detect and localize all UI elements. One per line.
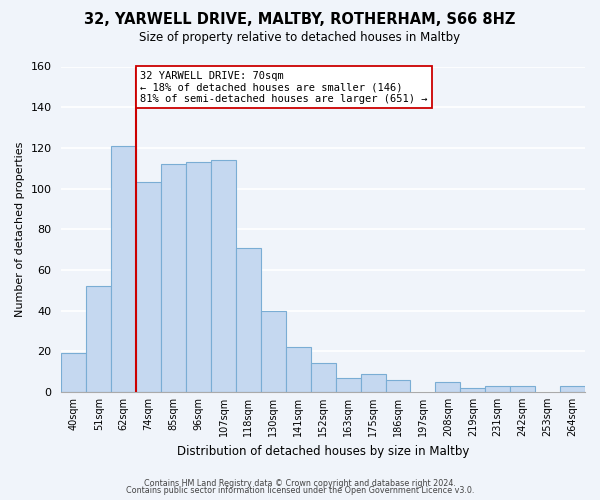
Text: Contains HM Land Registry data © Crown copyright and database right 2024.: Contains HM Land Registry data © Crown c… <box>144 478 456 488</box>
Bar <box>311 364 335 392</box>
Bar <box>361 374 386 392</box>
Text: 32, YARWELL DRIVE, MALTBY, ROTHERHAM, S66 8HZ: 32, YARWELL DRIVE, MALTBY, ROTHERHAM, S6… <box>85 12 515 28</box>
Text: Size of property relative to detached houses in Maltby: Size of property relative to detached ho… <box>139 31 461 44</box>
Bar <box>335 378 361 392</box>
Y-axis label: Number of detached properties: Number of detached properties <box>15 142 25 317</box>
Bar <box>161 164 186 392</box>
Bar <box>560 386 585 392</box>
Bar <box>261 310 286 392</box>
Text: Contains public sector information licensed under the Open Government Licence v3: Contains public sector information licen… <box>126 486 474 495</box>
Bar <box>61 354 86 392</box>
Bar <box>111 146 136 392</box>
Bar <box>236 248 261 392</box>
Bar <box>186 162 211 392</box>
Bar <box>485 386 510 392</box>
Bar <box>211 160 236 392</box>
Bar <box>136 182 161 392</box>
X-axis label: Distribution of detached houses by size in Maltby: Distribution of detached houses by size … <box>177 444 469 458</box>
Text: 32 YARWELL DRIVE: 70sqm
← 18% of detached houses are smaller (146)
81% of semi-d: 32 YARWELL DRIVE: 70sqm ← 18% of detache… <box>140 70 427 104</box>
Bar <box>510 386 535 392</box>
Bar <box>460 388 485 392</box>
Bar <box>86 286 111 392</box>
Bar <box>386 380 410 392</box>
Bar <box>286 347 311 392</box>
Bar <box>436 382 460 392</box>
